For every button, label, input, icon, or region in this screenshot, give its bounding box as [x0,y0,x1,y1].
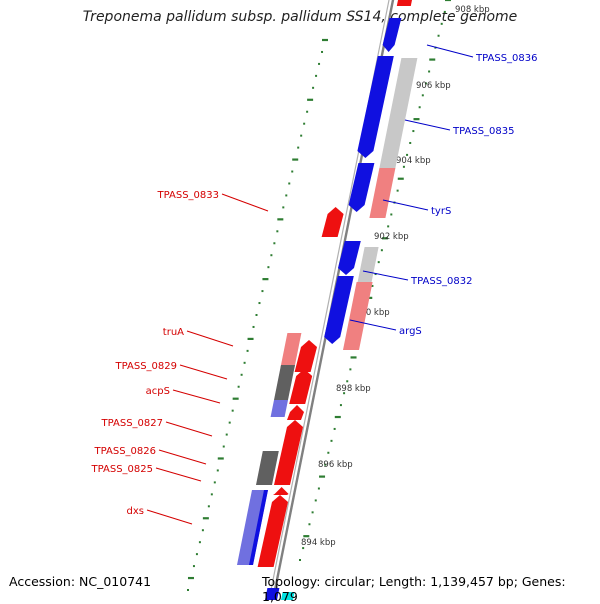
gene-block [281,592,295,600]
label-leader [382,199,429,211]
gene-label-left: TPASS_0827 [101,418,163,429]
gene-block [256,451,279,485]
gene-block [396,0,412,6]
label-leader [426,44,474,58]
scale-label: 906 kbp [416,81,451,91]
scale-label: 900 kbp [355,308,390,318]
gene-block [321,207,344,237]
label-leader [221,193,269,212]
label-leader [362,270,409,281]
gene-block [289,369,313,404]
gene-label-right: TPASS_0835 [452,126,514,137]
gene-label-right: TPASS_0836 [475,53,537,64]
gene-block [273,487,289,495]
gene-label-left: acpS [146,386,170,397]
label-leader [155,467,202,482]
label-leader [172,389,221,404]
gene-block [343,282,373,350]
gene-block [274,420,303,485]
label-leader [186,330,234,347]
scale-label: 908 kbp [455,5,490,15]
label-leader [146,509,193,525]
scale-label: 894 kbp [301,538,336,548]
gene-block [338,241,361,275]
genome-title: Treponema pallidum subsp. pallidum SS14,… [82,9,518,25]
scale-label: 896 kbp [318,460,353,470]
scale-label: 904 kbp [396,156,431,166]
gene-block [280,333,302,368]
gene-block [379,58,418,168]
scale-label: 898 kbp [336,384,371,394]
label-leader [349,319,397,331]
gene-block [257,495,288,567]
gene-block [324,276,354,344]
label-leader [158,449,207,465]
label-leader [404,119,451,131]
gene-label-left: TPASS_0825 [91,464,153,475]
gene-block [369,168,396,218]
gene-label-left: TPASS_0833 [157,190,219,201]
gene-block [348,163,375,212]
gene-label-right: tyrS [431,206,451,217]
label-leader [179,364,228,380]
gene-label-left: TPASS_0826 [94,446,156,457]
label-leader [165,421,213,437]
gene-label-left: TPASS_0829 [115,361,177,372]
gene-block [287,405,304,420]
gene-block [274,365,295,400]
gene-label-left: dxs [127,506,144,517]
gene-block [270,400,288,417]
gene-label-right: argS [399,326,422,337]
gene-block [249,490,268,565]
accession-text: Accession: NC_010741 [9,574,152,589]
gene-block [264,588,280,600]
gene-label-right: TPASS_0832 [410,276,472,287]
scale-label: 902 kbp [374,232,409,242]
gene-label-left: truA [163,327,184,338]
gene-block [357,56,394,158]
gene-block [357,247,379,282]
gene-block [294,340,317,372]
gene-block [382,18,402,52]
